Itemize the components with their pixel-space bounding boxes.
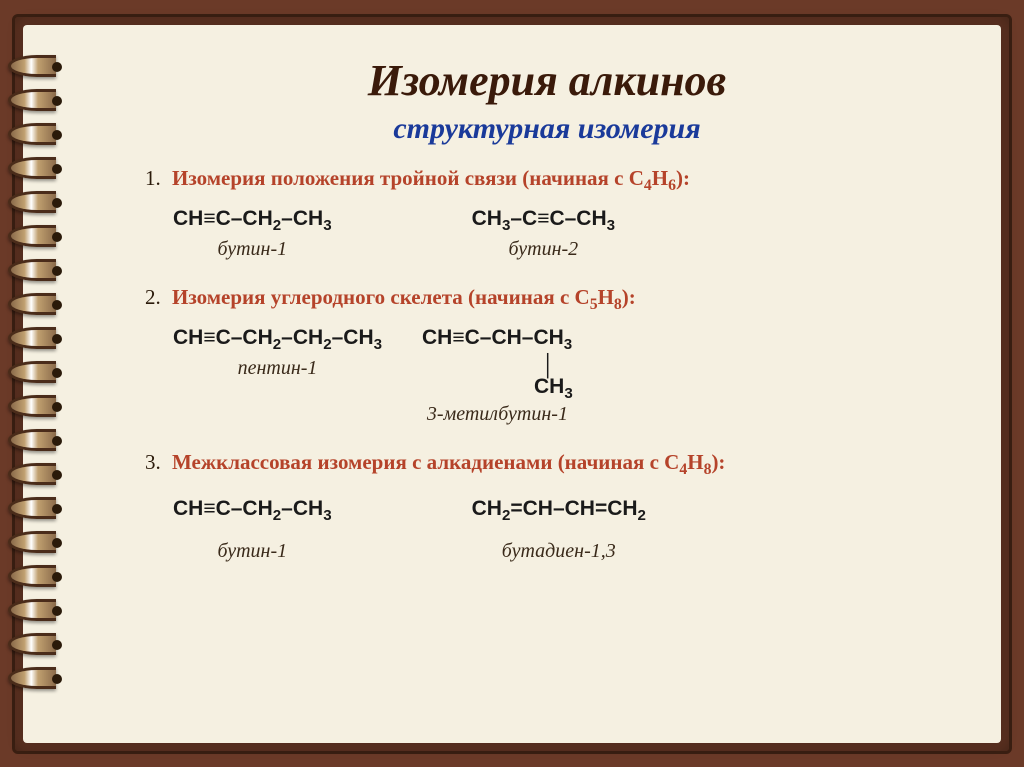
section-number: 2. bbox=[145, 285, 161, 309]
branch: │ CH3 bbox=[422, 355, 573, 401]
molecule-label: 3-метилбутин-1 bbox=[422, 403, 573, 426]
page-title: Изомерия алкинов bbox=[133, 55, 961, 106]
formula: CH≡C–CH2–CH2–CH3 bbox=[173, 324, 382, 355]
section-header-text: Межклассовая изомерия с алкадиенами (нач… bbox=[172, 450, 725, 474]
molecule-butadiene-13: CH2=CH–CH=CH2 бутадиен-1,3 bbox=[472, 495, 646, 563]
section-1-header: 1. Изомерия положения тройной связи (нач… bbox=[145, 166, 961, 195]
molecule-3-methylbutyne-1: CH≡C–CH–CH3 │ CH3 3-метилбутин-1 bbox=[422, 324, 573, 426]
section-1: 1. Изомерия положения тройной связи (нач… bbox=[133, 166, 961, 261]
molecule-butyne-1: CH≡C–CH2–CH3 бутин-1 bbox=[173, 205, 332, 261]
molecule-pentyne-1: CH≡C–CH2–CH2–CH3 пентин-1 bbox=[173, 324, 382, 380]
section-3-row: CH≡C–CH2–CH3 бутин-1 CH2=CH–CH=CH2 бутад… bbox=[173, 495, 961, 563]
notebook-page: Изомерия алкинов структурная изомерия 1.… bbox=[23, 25, 1001, 743]
notebook-frame: Изомерия алкинов структурная изомерия 1.… bbox=[12, 14, 1012, 754]
section-2-header: 2. Изомерия углеродного скелета (начиная… bbox=[145, 285, 961, 314]
section-header-text: Изомерия углеродного скелета (начиная с … bbox=[172, 285, 636, 309]
formula: CH≡C–CH2–CH3 bbox=[173, 205, 332, 236]
molecule-label: бутин-2 bbox=[472, 238, 615, 261]
molecule-label: пентин-1 bbox=[173, 357, 382, 380]
molecule-label: бутин-1 bbox=[173, 238, 332, 261]
branch-stem: │ bbox=[542, 355, 573, 376]
section-header-text: Изомерия положения тройной связи (начина… bbox=[172, 166, 690, 190]
molecule-butyne-1b: CH≡C–CH2–CH3 бутин-1 bbox=[173, 495, 332, 563]
section-number: 3. bbox=[145, 450, 161, 474]
formula: CH3–C≡C–CH3 bbox=[472, 205, 615, 236]
branch-group: CH3 bbox=[534, 376, 573, 401]
formula: CH≡C–CH2–CH3 bbox=[173, 495, 332, 526]
section-2: 2. Изомерия углеродного скелета (начиная… bbox=[133, 285, 961, 426]
molecule-butyne-2: CH3–C≡C–CH3 бутин-2 bbox=[472, 205, 615, 261]
section-1-row: CH≡C–CH2–CH3 бутин-1 CH3–C≡C–CH3 бутин-2 bbox=[173, 205, 961, 261]
spiral-binding bbox=[8, 55, 68, 715]
molecule-label: бутадиен-1,3 bbox=[472, 540, 646, 563]
section-2-row: CH≡C–CH2–CH2–CH3 пентин-1 CH≡C–CH–CH3 │ … bbox=[173, 324, 961, 426]
section-3-header: 3. Межклассовая изомерия с алкадиенами (… bbox=[145, 450, 961, 479]
formula: CH2=CH–CH=CH2 bbox=[472, 495, 646, 526]
section-number: 1. bbox=[145, 166, 161, 190]
molecule-label: бутин-1 bbox=[173, 540, 332, 563]
section-3: 3. Межклассовая изомерия с алкадиенами (… bbox=[133, 450, 961, 563]
formula: CH≡C–CH–CH3 bbox=[422, 324, 573, 355]
page-subtitle: структурная изомерия bbox=[133, 112, 961, 146]
